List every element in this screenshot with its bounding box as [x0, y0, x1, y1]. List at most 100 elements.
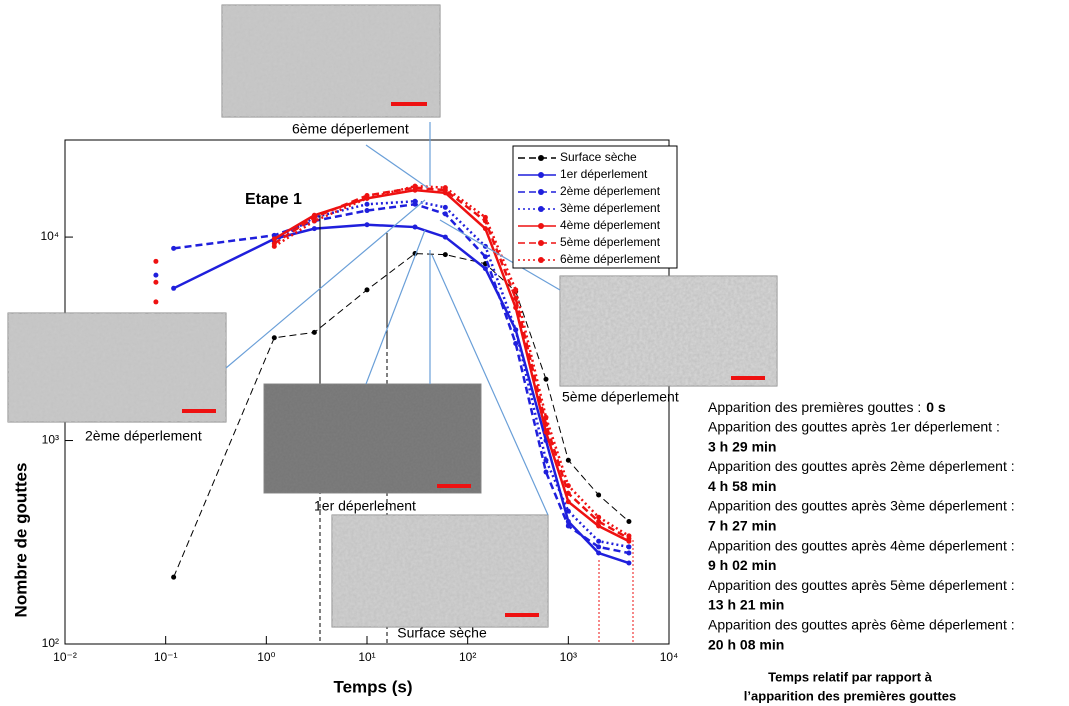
x-axis-label: Temps (s) — [333, 677, 412, 696]
data-point — [171, 574, 177, 580]
data-point — [543, 414, 549, 420]
series-line — [173, 223, 630, 565]
info-panel: Apparition des premières gouttes :0 sApp… — [708, 399, 1015, 704]
data-point — [482, 214, 488, 220]
data-point — [513, 340, 519, 346]
data-point — [596, 544, 602, 550]
y-axis-label: Nombre de gouttes — [11, 463, 30, 618]
data-point — [482, 218, 488, 224]
data-point — [565, 457, 571, 463]
data-point — [626, 560, 632, 566]
x-tick-label: 10² — [459, 650, 476, 664]
data-point — [311, 226, 317, 232]
event-time: 9 h 02 min — [708, 557, 776, 573]
legend-marker — [538, 206, 544, 212]
data-point — [153, 299, 159, 305]
inset-label: 2ème déperlement — [85, 428, 202, 444]
data-point — [596, 523, 602, 529]
legend-label: 5ème déperlement — [560, 235, 661, 249]
event-line: Apparition des premières gouttes : 0 s — [708, 399, 946, 415]
data-point — [153, 258, 159, 264]
data-point — [442, 211, 448, 217]
inset-label: 5ème déperlement — [562, 389, 679, 405]
legend-label: 2ème déperlement — [560, 184, 661, 198]
data-point — [442, 185, 448, 191]
data-point — [565, 523, 571, 529]
event-label: Apparition des gouttes après 2ème déperl… — [708, 458, 1015, 474]
data-point — [513, 287, 519, 293]
series-line — [173, 253, 630, 578]
event-label: Apparition des gouttes après 6ème déperl… — [708, 617, 1015, 633]
data-point — [153, 279, 159, 285]
x-tick-label: 10³ — [560, 650, 577, 664]
event-label: Apparition des gouttes après 5ème déperl… — [708, 577, 1015, 593]
legend-label: Surface sèche — [560, 150, 637, 164]
y-tick-label: 10³ — [42, 433, 59, 447]
series-line — [173, 202, 630, 555]
data-point — [482, 226, 488, 232]
data-point — [271, 243, 277, 249]
data-point — [596, 514, 602, 520]
y-tick-label: 10² — [42, 636, 59, 650]
series-line — [273, 184, 630, 537]
data-point — [543, 376, 549, 382]
event-time: 20 h 08 min — [708, 636, 784, 652]
data-point — [513, 327, 519, 333]
x-tick-label: 10⁴ — [660, 650, 679, 664]
data-point — [626, 519, 632, 525]
data-point — [565, 483, 571, 489]
data-point — [364, 208, 370, 214]
data-point — [543, 457, 549, 463]
data-point — [364, 201, 370, 207]
data-point — [626, 544, 632, 550]
panel-footer: Temps relatif par rapport à — [768, 669, 933, 684]
data-point — [271, 236, 277, 242]
legend-marker — [538, 189, 544, 195]
data-point — [171, 245, 177, 251]
data-point — [412, 183, 418, 189]
event-label: Apparition des premières gouttes : — [708, 399, 921, 415]
data-point — [311, 218, 317, 224]
insets — [7, 4, 778, 628]
legend-marker — [538, 240, 544, 246]
event-time: 13 h 21 min — [708, 597, 784, 613]
data-point — [171, 285, 177, 291]
legend-marker — [538, 257, 544, 263]
annotation: Etape 1 — [245, 191, 302, 208]
event-time: 3 h 29 min — [708, 438, 776, 454]
data-point — [412, 224, 418, 230]
data-point — [596, 519, 602, 525]
event-time: 0 s — [926, 399, 946, 415]
data-point — [565, 499, 571, 505]
legend: Surface sèche 1er déperlement 2ème déperle… — [518, 150, 661, 266]
data-point — [565, 519, 571, 525]
data-point — [482, 254, 488, 260]
event-time: 7 h 27 min — [708, 518, 776, 534]
data-point — [482, 266, 488, 272]
pointer-lines — [225, 122, 561, 516]
data-point — [442, 252, 448, 258]
data-point — [271, 232, 277, 238]
legend-marker — [538, 223, 544, 229]
data-point — [596, 492, 602, 498]
data-point — [412, 198, 418, 204]
legend-marker — [538, 155, 544, 161]
inset-label: Surface sèche — [397, 625, 487, 641]
legend-marker — [538, 172, 544, 178]
inset-label: 1er déperlement — [314, 498, 416, 514]
data-point — [442, 234, 448, 240]
panel-footer: l’apparition des premières gouttes — [744, 688, 956, 703]
data-point — [271, 335, 277, 341]
data-point — [596, 538, 602, 544]
legend-label: 6ème déperlement — [560, 252, 661, 266]
data-point — [364, 195, 370, 201]
inset-label: 6ème déperlement — [292, 121, 409, 137]
event-time: 4 h 58 min — [708, 478, 776, 494]
x-tick-label: 10⁻¹ — [154, 650, 178, 664]
x-tick-label: 10⁻² — [53, 650, 77, 664]
x-tick-label: 10¹ — [358, 650, 375, 664]
legend-label: 1er déperlement — [560, 167, 648, 181]
data-point — [596, 550, 602, 556]
event-label: Apparition des gouttes après 3ème déperl… — [708, 498, 1015, 514]
